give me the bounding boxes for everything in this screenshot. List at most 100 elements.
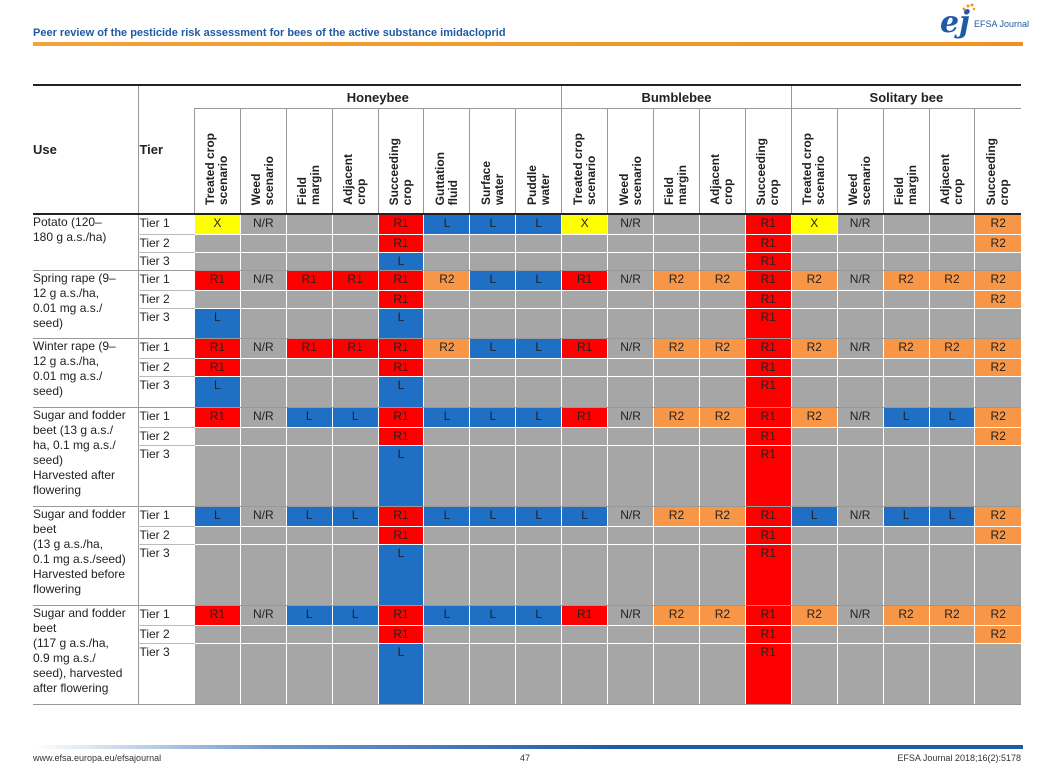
risk-cell — [423, 625, 470, 644]
risk-cell: L — [377, 308, 424, 339]
risk-cell — [928, 214, 975, 235]
tier-cell: Tier 2 — [138, 290, 195, 309]
risk-cell — [928, 234, 975, 253]
risk-cell: R2 — [974, 338, 1021, 359]
use-line: 12 g a.s./ha, — [33, 354, 100, 368]
risk-cell — [607, 252, 654, 271]
risk-cell — [698, 625, 746, 644]
risk-cell — [423, 376, 470, 408]
risk-cell — [331, 376, 379, 408]
risk-cell: X — [790, 214, 838, 235]
risk-cell: R2 — [698, 270, 746, 291]
risk-cell: R1 — [744, 376, 792, 408]
risk-cell: R2 — [882, 605, 929, 626]
use-line: 0.1 mg a.s./seed) — [33, 552, 126, 566]
risk-cell: R2 — [974, 506, 1021, 527]
risk-cell: R1 — [744, 544, 792, 606]
risk-cell — [882, 290, 929, 309]
risk-cell: R2 — [974, 427, 1021, 446]
tier-cell: Tier 1 — [138, 605, 195, 626]
risk-cell — [285, 526, 333, 545]
use-cell: Sugar and fodder beet (13 g a.s./ha, 0.1 … — [33, 407, 139, 507]
risk-cell: N/R — [239, 605, 287, 626]
risk-cell — [607, 427, 654, 446]
use-column-header: Use — [33, 84, 139, 215]
column-header-line: Guttation — [432, 151, 447, 205]
risk-cell — [239, 625, 287, 644]
risk-cell — [515, 643, 562, 705]
tier-cell: Tier 2 — [138, 526, 195, 545]
risk-cell — [331, 625, 379, 644]
risk-cell: R2 — [882, 270, 929, 291]
risk-cell — [239, 290, 287, 309]
risk-cell: R2 — [974, 407, 1021, 428]
use-cell: Spring rape (9– 12 g a.s./ha, 0.01 mg a.s.… — [33, 270, 139, 339]
risk-cell — [561, 234, 608, 253]
risk-cell: R1 — [377, 270, 424, 291]
risk-cell — [653, 214, 700, 235]
risk-cell — [882, 308, 929, 339]
risk-cell: R1 — [193, 270, 241, 291]
tier-cell: Tier 2 — [138, 234, 195, 253]
use-line: Winter rape (9– — [33, 339, 116, 353]
risk-cell: R1 — [744, 338, 792, 359]
risk-cell: N/R — [836, 270, 884, 291]
risk-cell — [561, 643, 608, 705]
risk-cell: R1 — [331, 338, 379, 359]
use-line: after flowering — [33, 681, 109, 695]
risk-cell — [698, 544, 746, 606]
risk-cell: R2 — [974, 270, 1021, 291]
risk-cell — [469, 625, 516, 644]
column-header-line: scenario — [859, 155, 874, 205]
risk-cell: R2 — [423, 338, 470, 359]
risk-cell: R2 — [928, 270, 975, 291]
risk-cell: L — [469, 270, 516, 291]
risk-cell: L — [331, 407, 379, 428]
risk-cell — [607, 526, 654, 545]
risk-cell — [928, 544, 975, 606]
use-line: Spring rape (9– — [33, 271, 116, 285]
risk-cell: R1 — [744, 506, 792, 527]
risk-cell — [790, 358, 838, 377]
risk-cell: R1 — [377, 338, 424, 359]
risk-cell: R2 — [653, 407, 700, 428]
table-row: Tier 3 L L R1 — [33, 376, 1021, 408]
use-line: 12 g a.s./ha, — [33, 286, 100, 300]
risk-cell: L — [331, 506, 379, 527]
footer-website[interactable]: www.efsa.europa.eu/efsajournal — [33, 753, 162, 763]
table-row: Tier 2 R1 R1 R1 R2 — [33, 358, 1021, 377]
risk-cell: R1 — [561, 270, 608, 291]
risk-cell — [974, 445, 1021, 507]
risk-cell: N/R — [836, 605, 884, 626]
risk-cell — [607, 376, 654, 408]
risk-cell — [653, 234, 700, 253]
column-header-line: scenario — [813, 155, 828, 205]
risk-cell — [285, 214, 333, 235]
column-header-line: crop — [997, 178, 1012, 205]
risk-cell — [653, 358, 700, 377]
risk-cell: R1 — [744, 252, 792, 271]
tier-cell: Tier 3 — [138, 308, 195, 339]
risk-cell — [561, 252, 608, 271]
risk-cell — [193, 252, 241, 271]
risk-cell — [653, 625, 700, 644]
risk-cell: L — [469, 407, 516, 428]
use-line: Sugar and fodder — [33, 606, 126, 620]
risk-cell — [790, 544, 838, 606]
risk-cell: R1 — [377, 407, 424, 428]
risk-cell: R2 — [882, 338, 929, 359]
use-cell: Sugar and fodder beet (117 g a.s./ha, 0.9 m… — [33, 605, 139, 705]
risk-cell: L — [285, 605, 333, 626]
risk-cell: L — [882, 506, 929, 527]
risk-cell — [285, 290, 333, 309]
risk-cell: R2 — [974, 290, 1021, 309]
risk-cell: R2 — [974, 358, 1021, 377]
risk-cell: R1 — [744, 625, 792, 644]
risk-cell: R2 — [790, 338, 838, 359]
use-line: 0.9 mg a.s./ — [33, 651, 96, 665]
risk-cell: X — [193, 214, 241, 235]
risk-cell: N/R — [836, 506, 884, 527]
risk-cell: R1 — [744, 445, 792, 507]
risk-cell — [193, 234, 241, 253]
risk-cell — [836, 358, 884, 377]
